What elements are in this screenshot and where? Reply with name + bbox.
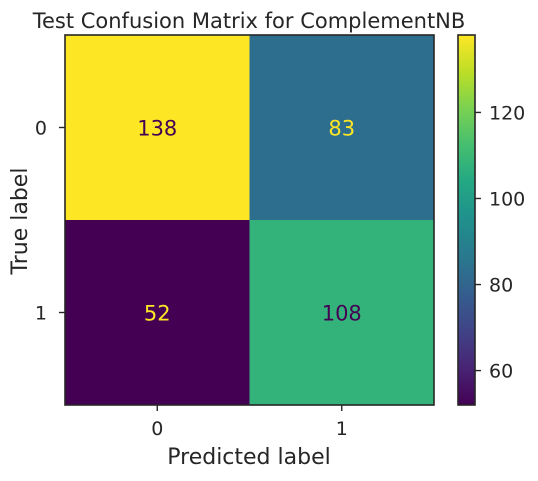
colorbar-ticks: 60 80 100 120 <box>475 102 525 383</box>
heatmap-cell-r0-c1 <box>249 35 434 220</box>
colorbar <box>457 34 476 406</box>
heatmap-cell-r1-c0 <box>65 220 250 405</box>
x-tick-label-1: 1 <box>336 418 348 440</box>
y-axis-ticks: 01 <box>35 118 65 325</box>
x-axis-label: Predicted label <box>167 445 330 470</box>
colorbar-tick-label-2: 100 <box>489 188 525 210</box>
cell-value-label-r0-c1: 83 <box>328 117 355 141</box>
colorbar-tick-label-1: 80 <box>489 275 513 297</box>
cell-value-label-r0-c0: 138 <box>137 117 177 141</box>
x-tick-label-0: 0 <box>151 418 163 440</box>
chart-title: Test Confusion Matrix for ComplementNB <box>32 9 466 33</box>
colorbar-tick-label-3: 120 <box>489 102 525 124</box>
y-axis-label: True label <box>8 168 33 276</box>
heatmap-cell-r0-c0 <box>65 35 250 220</box>
y-tick-label-1: 1 <box>35 303 47 325</box>
plot-frame <box>64 34 435 406</box>
cell-value-labels: 138 83 52 108 <box>137 117 362 326</box>
heatmap-cell-r1-c1 <box>249 220 434 405</box>
y-tick-label-0: 0 <box>35 118 47 140</box>
cell-value-label-r1-c0: 52 <box>144 302 171 326</box>
heatmap-cells <box>65 35 434 405</box>
cell-value-label-r1-c1: 108 <box>322 302 362 326</box>
colorbar-tick-label-0: 60 <box>489 361 513 383</box>
